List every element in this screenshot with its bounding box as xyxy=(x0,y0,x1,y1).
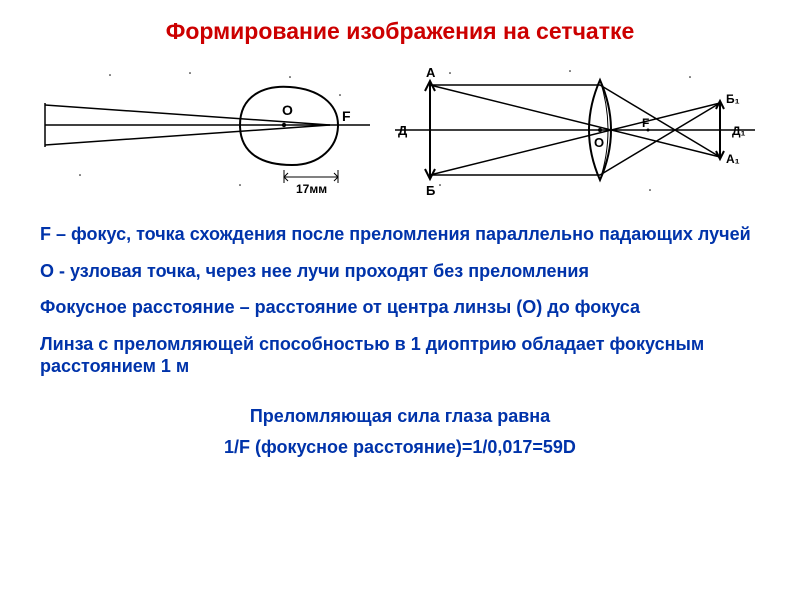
def-focal-length: Фокусное расстояние – расстояние от цент… xyxy=(40,296,760,319)
label-A: А xyxy=(426,65,436,80)
def-focus: F – фокус, точка схождения после преломл… xyxy=(40,223,760,246)
formula-line1: Преломляющая сила глаза равна xyxy=(40,406,760,427)
label-F-right: F xyxy=(642,116,649,130)
figures-row: O F 17мм А Б Д xyxy=(40,55,760,205)
label-D: Д xyxy=(398,123,408,138)
lens-diagram: А Б Д O F Б₁ А₁ Д₁ xyxy=(390,55,760,205)
label-B1: Б₁ xyxy=(726,92,740,106)
label-O-right: O xyxy=(594,135,604,150)
formula-line2: 1/F (фокусное расстояние)=1/0,017=59D xyxy=(40,437,760,458)
label-A1: А₁ xyxy=(726,152,740,166)
def-nodal-point: О - узловая точка, через нее лучи проход… xyxy=(40,260,760,283)
label-F-left: F xyxy=(342,108,351,124)
definitions-block: F – фокус, точка схождения после преломл… xyxy=(40,223,760,378)
slide-title: Формирование изображения на сетчатке xyxy=(40,18,760,45)
label-17mm: 17мм xyxy=(296,182,327,196)
slide: Формирование изображения на сетчатке O F xyxy=(0,0,800,600)
def-diopter: Линза с преломляющей способностью в 1 ди… xyxy=(40,333,760,378)
formula-block: Преломляющая сила глаза равна 1/F (фокус… xyxy=(40,406,760,458)
label-B: Б xyxy=(426,183,435,198)
label-D1: Д₁ xyxy=(732,124,746,138)
label-O-left: O xyxy=(282,102,293,118)
eye-diagram: O F 17мм xyxy=(40,55,380,205)
